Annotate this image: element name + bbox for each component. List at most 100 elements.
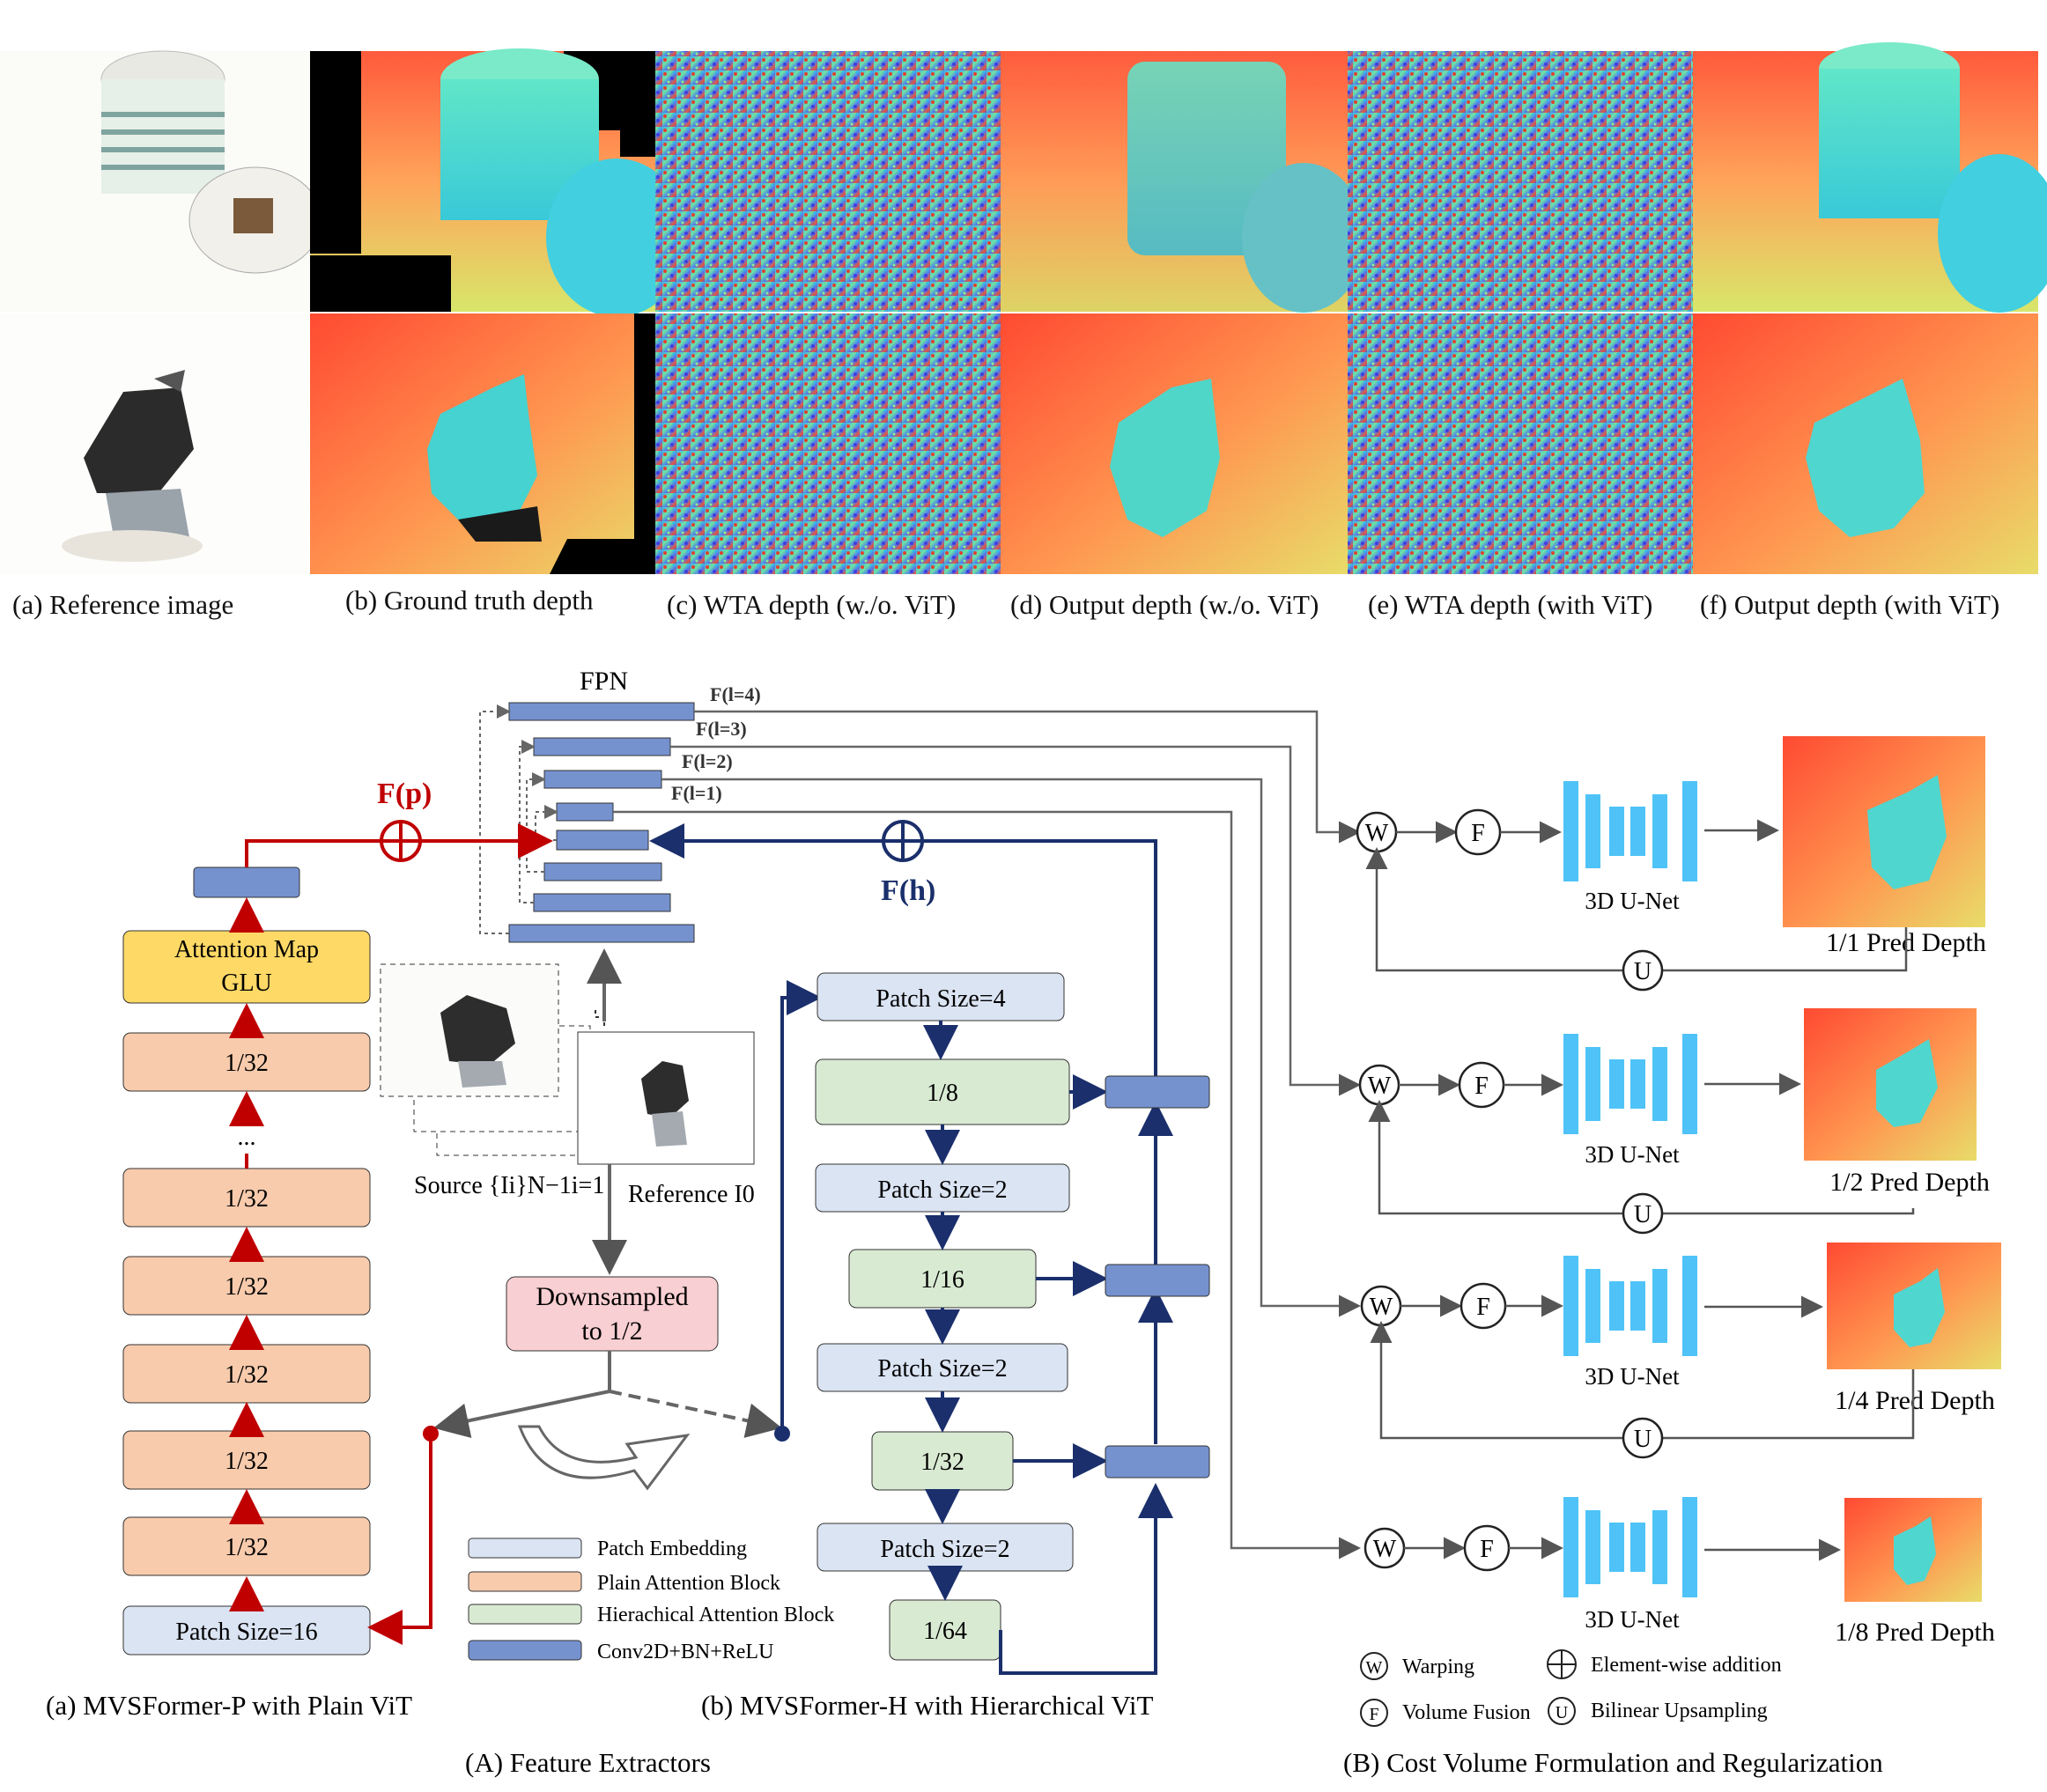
attention-map-label: Attention Map (174, 936, 319, 963)
svg-text:U: U (1556, 1703, 1569, 1722)
hier-patch2: Patch Size=2 (877, 1176, 1007, 1204)
plain-vit-conv (193, 867, 300, 898)
fpn-level-label: F(l=1) (671, 782, 722, 804)
cost-volume: W F 3D U-Net 1/1 Pred Depth U W F 3D U-N… (1356, 736, 2001, 1647)
hier-block-label: 1/64 (923, 1618, 967, 1645)
top-image-grid (0, 42, 2047, 574)
plain-block-label: 1/32 (225, 1273, 269, 1301)
glu-label: GLU (221, 970, 272, 997)
unet-label: 3D U-Net (1585, 1606, 1680, 1633)
svg-text:F: F (1471, 820, 1485, 847)
downsample-label: to 1/2 (581, 1316, 642, 1346)
svg-text:F: F (1476, 1294, 1490, 1321)
svg-text:W: W (1370, 1294, 1393, 1321)
hier-conv (1105, 1075, 1210, 1109)
unet-label: 3D U-Net (1585, 1363, 1680, 1390)
upsampling-icon (1622, 1417, 1664, 1459)
svg-text:W: W (1365, 820, 1389, 847)
upsampling-icon (1622, 1192, 1664, 1235)
fpn-layer (543, 770, 662, 789)
output-depth-wo-vit-row1 (1001, 51, 1365, 313)
hier-patch2: Patch Size=2 (877, 1355, 1007, 1383)
wta-depth-wo-vit-row2 (655, 313, 1001, 574)
svg-text:W: W (1366, 1658, 1383, 1678)
fpn: FPN F(l=4) F(l=3) F(l=2) F(l=1) (479, 667, 761, 943)
unet-icon (1563, 1034, 1697, 1134)
input-images: Source {Ii}N−1i=1 Reference I0 Downsampl… (367, 948, 790, 1645)
reference-image-row2 (0, 313, 310, 574)
reference-image-row1 (0, 50, 322, 312)
wta-depth-wo-vit-row1 (655, 51, 1001, 312)
plain-block-label: 1/32 (225, 1050, 269, 1077)
legend-warping: Warping (1402, 1656, 1474, 1678)
legend-b: W Warping Element-wise addition F Volume… (1360, 1649, 1782, 1727)
legend-upsampling: Bilinear Upsampling (1591, 1700, 1768, 1722)
caption-b: (b) Ground truth depth (345, 585, 594, 616)
svg-text:U: U (1634, 1201, 1652, 1228)
unet-icon (1563, 1497, 1697, 1597)
hier-conv (1105, 1445, 1210, 1479)
svg-text:F: F (1369, 1705, 1378, 1724)
plain-block-label: 1/32 (225, 1361, 269, 1389)
hier-conv (1105, 1264, 1210, 1297)
subcaption-b: (b) MVSFormer-H with Hierarchical ViT (701, 1690, 1154, 1721)
caption-f: (f) Output depth (with ViT) (1700, 589, 1999, 620)
pred-label: 1/2 Pred Depth (1829, 1168, 1990, 1197)
fpn-level-label: F(l=3) (696, 718, 747, 740)
svg-text:F: F (1474, 1073, 1489, 1100)
row-1-4: W F 3D U-Net 1/4 Pred Depth (1360, 1243, 2001, 1415)
switch-arrow-icon (517, 1425, 691, 1491)
caption-a: (a) Reference image (12, 589, 233, 620)
hier-block-label: 1/32 (920, 1449, 964, 1476)
plain-block-label: 1/32 (225, 1185, 269, 1213)
pred-label: 1/4 Pred Depth (1835, 1386, 1995, 1415)
legend-hier-attention: Hierachical Attention Block (597, 1604, 834, 1626)
unet-label: 3D U-Net (1585, 1141, 1680, 1168)
legend-a: Patch Embedding Plain Attention Block Hi… (468, 1538, 834, 1663)
reference-label: Reference I0 (628, 1181, 755, 1208)
svg-text:U: U (1634, 1426, 1652, 1453)
plain-block-label: 1/32 (225, 1534, 269, 1561)
fpn-layer (508, 702, 695, 721)
fpn-label: FPN (580, 667, 628, 696)
downsample-label: Downsampled (536, 1282, 688, 1311)
fpn-layer (533, 737, 671, 756)
plain-vit: Attention Map GLU 1/32 ... 1/32 1/32 1/3… (122, 778, 553, 1656)
caption-d: (d) Output depth (w./o. ViT) (1010, 589, 1319, 620)
ellipsis: ... (238, 1124, 256, 1151)
caption-c: (c) WTA depth (w./o. ViT) (667, 589, 956, 620)
pred-label: 1/8 Pred Depth (1835, 1618, 1995, 1647)
fpn-layer (533, 893, 671, 912)
legend-fusion: Volume Fusion (1402, 1701, 1531, 1724)
gt-depth-row2 (310, 313, 655, 574)
fpn-layer (508, 924, 695, 943)
unet-icon (1563, 1256, 1697, 1356)
hier-patch4: Patch Size=4 (876, 985, 1005, 1013)
svg-text:W: W (1368, 1073, 1392, 1100)
subcaption-a: (a) MVSFormer-P with Plain ViT (46, 1690, 412, 1721)
legend-plain-attention: Plain Attention Block (597, 1572, 780, 1595)
upsampling-icon (1622, 949, 1664, 992)
hier-block-label: 1/8 (927, 1080, 958, 1107)
row-1-2: W F 3D U-Net 1/2 Pred Depth (1358, 1008, 1990, 1197)
downsample-block (506, 1276, 719, 1352)
row-1-1: W F 3D U-Net 1/1 Pred Depth (1356, 736, 1986, 957)
fpn-level-label: F(l=4) (710, 683, 761, 705)
fpn-level-label: F(l=2) (682, 750, 733, 772)
output-depth-with-vit-row1 (1693, 42, 2047, 313)
top-captions: (a) Reference image (b) Ground truth dep… (12, 585, 1999, 620)
plain-block-label: 1/32 (225, 1448, 269, 1475)
section-a-caption: (A) Feature Extractors (465, 1747, 711, 1778)
unet-label: 3D U-Net (1585, 888, 1680, 914)
fpn-layer (556, 830, 649, 851)
caption-e: (e) WTA depth (with ViT) (1368, 589, 1652, 620)
legend-patch-embedding: Patch Embedding (597, 1538, 747, 1560)
source-label: Source {Ii}N−1i=1 (414, 1172, 604, 1199)
fpn-to-warping-lines (613, 710, 1361, 1560)
fp-label: F(p) (377, 778, 432, 810)
row-1-8: W F 3D U-Net 1/8 Pred Depth (1363, 1497, 1995, 1647)
svg-text:W: W (1373, 1536, 1397, 1563)
patch16-label: Patch Size=16 (175, 1619, 317, 1646)
